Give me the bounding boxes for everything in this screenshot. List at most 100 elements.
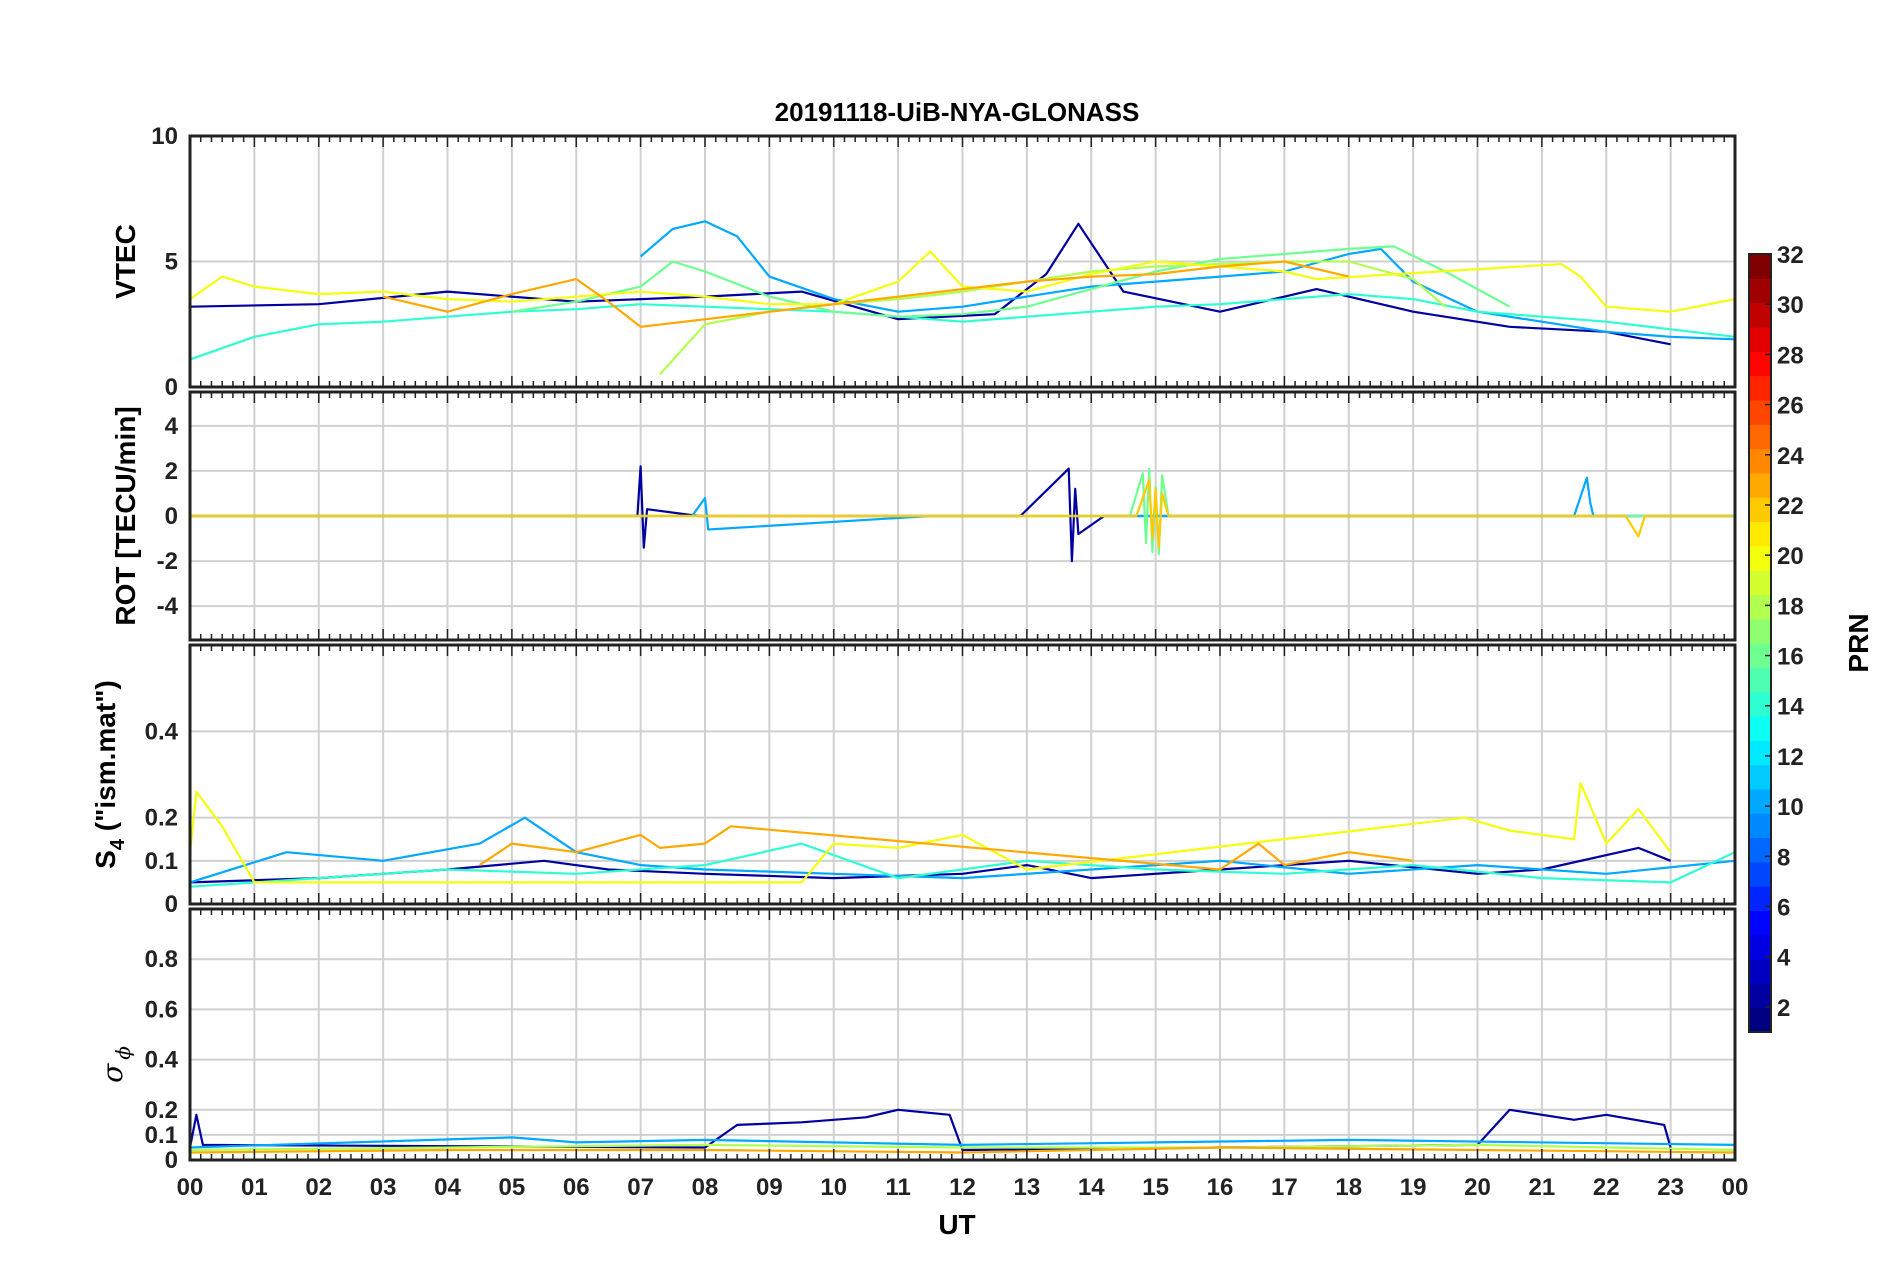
- x-tick-label: 11: [885, 1174, 910, 1201]
- series-prn-2: [190, 846, 1672, 884]
- x-tick-label: 01: [241, 1174, 268, 1201]
- colorbar-segment: [1749, 886, 1771, 912]
- y-tick-label: 0: [165, 374, 178, 401]
- x-tick-label: 09: [756, 1174, 783, 1201]
- y-tick-label: 0.6: [145, 996, 178, 1023]
- colorbar-segment: [1749, 934, 1771, 960]
- panel-sigma_phi-ylabel: σϕ: [96, 1046, 135, 1083]
- y-tick-label: -2: [157, 548, 178, 575]
- y-tick-label: 0: [165, 503, 178, 530]
- series-prn-16: [190, 467, 1735, 556]
- series-prn-16: [511, 245, 1511, 318]
- x-tick-label: 07: [627, 1174, 654, 1201]
- colorbar-segment: [1749, 375, 1771, 401]
- x-tick-label: 06: [563, 1174, 590, 1201]
- x-tick-label: 17: [1271, 1174, 1298, 1201]
- colorbar-tick-label: 12: [1777, 744, 1804, 771]
- series-prn-2: [190, 222, 1671, 346]
- colorbar-tick-label: 26: [1777, 393, 1804, 420]
- y-tick-label: 10: [151, 123, 178, 150]
- panel-s4-frame: [188, 643, 1737, 906]
- colorbar-segment: [1749, 570, 1771, 595]
- x-tick-label: 13: [1014, 1174, 1041, 1201]
- x-tick-label: 16: [1207, 1174, 1234, 1201]
- series-prn-20: [190, 250, 1735, 313]
- colorbar-segment: [1749, 424, 1771, 450]
- x-tick-label: 12: [949, 1174, 976, 1201]
- panels: 0 5 10 VTEC -4 -2 0 2 4 ROT [TECU/min] 00.10.20.4S…: [90, 123, 1737, 1174]
- colorbar-segment: [1749, 983, 1771, 1009]
- colorbar-tick-label: 10: [1777, 794, 1804, 821]
- colorbar-tick-label: 30: [1777, 292, 1804, 319]
- x-tick-label: 20: [1464, 1174, 1491, 1201]
- colorbar-tick-label: 6: [1777, 895, 1790, 922]
- colorbar-segment: [1749, 643, 1771, 668]
- panel-s4: 0 0.1 0.2 0.4 S4 ("ism.mat"): [90, 643, 1737, 918]
- colorbar-tick-label: 28: [1777, 342, 1804, 369]
- y-tick-label: 5: [165, 249, 178, 276]
- x-tick-label: 19: [1400, 1174, 1427, 1201]
- y-tick-label: -4: [157, 593, 179, 620]
- x-axis-label: UT: [938, 1209, 975, 1240]
- panel-sigma_phi: 00.10.2 0.4 0.6 0.8 σϕ: [96, 907, 1737, 1174]
- colorbar-segment: [1749, 521, 1771, 547]
- colorbar-tick-label: 22: [1777, 493, 1804, 520]
- x-tick-label: 02: [305, 1174, 332, 1201]
- x-axis: 00 01 02 03 04 05 06 07 08 09 10 11 12 13 14 15 16 17 18 19…: [177, 1174, 1749, 1201]
- colorbar-tick-label: 2: [1777, 995, 1790, 1022]
- colorbar-tick-label: 8: [1777, 844, 1790, 871]
- x-tick-label: 08: [692, 1174, 719, 1201]
- y-tick-label: 2: [165, 458, 178, 485]
- colorbar-segment: [1749, 326, 1771, 352]
- colorbar-segment: [1749, 351, 1771, 377]
- y-tick-label: 0.1: [145, 848, 178, 875]
- panel-vtec-frame: [188, 134, 1737, 389]
- colorbar-segment: [1749, 594, 1771, 620]
- chart-title: 20191118-UiB-NYA-GLONASS: [775, 97, 1140, 127]
- colorbar-segment: [1749, 497, 1771, 523]
- series-prn-22: [190, 478, 1735, 549]
- colorbar-segment: [1749, 861, 1771, 887]
- series-prn-14: [190, 842, 1735, 888]
- colorbar-segment: [1749, 691, 1771, 717]
- panel-rot-ylabel: ROT [TECU/min]: [110, 406, 141, 625]
- panel-vtec-ylabel: VTEC: [110, 224, 141, 299]
- x-tick-label: 18: [1335, 1174, 1362, 1201]
- x-tick-label: 15: [1142, 1174, 1169, 1201]
- series-prn-18: [190, 1143, 1735, 1152]
- panel-s4-series: [190, 781, 1735, 888]
- colorbar-segment: [1749, 302, 1771, 328]
- series-prn-10: [639, 220, 1735, 341]
- colorbar-label: PRN: [1843, 613, 1874, 672]
- colorbar-segment: [1749, 254, 1771, 279]
- y-tick-label: 4: [165, 413, 179, 440]
- colorbar-segment: [1749, 959, 1771, 984]
- series-prn-10: [190, 816, 1735, 884]
- colorbar-tick-label: 14: [1777, 694, 1804, 721]
- x-tick-label: 22: [1593, 1174, 1620, 1201]
- colorbar-segment: [1749, 448, 1771, 474]
- colorbar-tick-label: 18: [1777, 593, 1804, 620]
- colorbar-segment: [1749, 910, 1771, 936]
- x-tick-label: 23: [1657, 1174, 1684, 1201]
- series-prn-14: [190, 293, 1735, 361]
- colorbar-segment: [1749, 788, 1771, 814]
- colorbar-segment: [1749, 618, 1771, 644]
- series-prn-10: [190, 1136, 1735, 1149]
- colorbar-segment: [1749, 545, 1771, 571]
- colorbar-segment: [1749, 764, 1771, 790]
- panel-sigma_phi-frame: [188, 907, 1737, 1162]
- colorbar-tick-label: 32: [1777, 242, 1804, 269]
- x-tick-label: 10: [820, 1174, 847, 1201]
- x-tick-label: 04: [434, 1174, 461, 1201]
- panel-rot-series: [190, 465, 1735, 563]
- series-prn-20: [190, 781, 1672, 884]
- y-tick-label: 0.2: [145, 1097, 178, 1124]
- x-tick-label: 03: [370, 1174, 397, 1201]
- colorbar-frame: [1748, 253, 1772, 1033]
- colorbar-tick-label: 4: [1777, 945, 1791, 972]
- x-tick-label: 21: [1529, 1174, 1556, 1201]
- x-tick-label: 00: [177, 1174, 204, 1201]
- x-tick-label: 14: [1078, 1174, 1105, 1201]
